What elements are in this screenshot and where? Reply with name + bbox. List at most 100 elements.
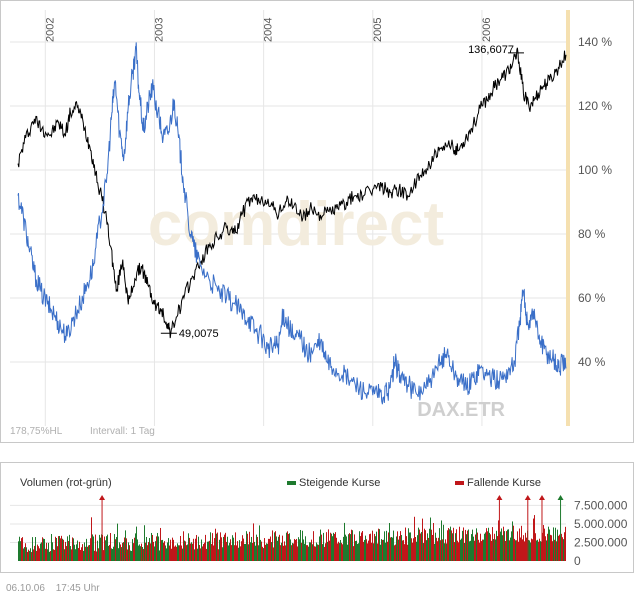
volume-bar bbox=[423, 543, 424, 561]
volume-bar bbox=[278, 536, 279, 561]
volume-bar bbox=[437, 541, 438, 561]
volume-bar bbox=[381, 539, 382, 561]
volume-bar bbox=[496, 530, 497, 561]
volume-bar bbox=[448, 528, 449, 561]
volume-bar bbox=[125, 530, 126, 561]
footer-date: 06.10.06 bbox=[6, 583, 45, 594]
volume-bar bbox=[197, 548, 198, 561]
volume-bar bbox=[459, 526, 460, 561]
volume-bar bbox=[378, 528, 379, 561]
volume-bar bbox=[313, 531, 314, 561]
volume-bar bbox=[355, 540, 356, 561]
volume-bar bbox=[508, 529, 509, 561]
volume-bar bbox=[394, 545, 395, 561]
volume-bar bbox=[519, 528, 520, 561]
volume-bar bbox=[62, 538, 63, 561]
volume-bar bbox=[442, 539, 443, 561]
volume-bar bbox=[273, 547, 274, 561]
volume-bar bbox=[512, 521, 513, 561]
volume-bar bbox=[260, 539, 261, 561]
volume-bar bbox=[282, 535, 283, 561]
volume-bar bbox=[480, 533, 481, 561]
volume-bar bbox=[337, 543, 338, 561]
volume-bar bbox=[553, 527, 554, 561]
volume-spike-arrow bbox=[99, 495, 106, 500]
footer-time: 17:45 Uhr bbox=[55, 583, 100, 594]
volume-bar bbox=[281, 542, 282, 561]
volume-bar bbox=[330, 532, 331, 561]
volume-bar bbox=[228, 545, 229, 561]
volume-bar bbox=[121, 547, 122, 561]
volume-bar bbox=[327, 541, 328, 561]
volume-bar bbox=[256, 534, 257, 561]
volume-bar bbox=[277, 540, 278, 561]
volume-bar bbox=[232, 535, 233, 561]
volume-bar bbox=[388, 532, 389, 561]
volume-bar bbox=[283, 545, 284, 561]
current-day-marker bbox=[566, 10, 570, 426]
volume-bar bbox=[465, 529, 466, 561]
volume-bar bbox=[280, 545, 281, 561]
volume-bar bbox=[403, 540, 404, 561]
volume-bar bbox=[401, 535, 402, 561]
volume-bar bbox=[565, 526, 566, 561]
volume-bar bbox=[189, 537, 190, 561]
volume-bar bbox=[137, 539, 138, 561]
volume-bar bbox=[223, 536, 224, 561]
volume-bar bbox=[69, 534, 70, 561]
volume-bar bbox=[400, 531, 401, 561]
volume-bar bbox=[516, 540, 517, 561]
volume-bar bbox=[535, 533, 536, 561]
volume-bar bbox=[475, 534, 476, 561]
volume-bar bbox=[89, 544, 90, 561]
volume-bar bbox=[467, 530, 468, 561]
volume-bar bbox=[238, 547, 239, 561]
volume-bar bbox=[497, 536, 498, 561]
volume-bar bbox=[392, 537, 393, 561]
volume-bar bbox=[511, 531, 512, 561]
volume-bar bbox=[554, 539, 555, 561]
volume-y-tick-label: 7.500.000 bbox=[574, 498, 628, 512]
volume-bar bbox=[312, 544, 313, 561]
volume-bar bbox=[233, 537, 234, 561]
volume-bar bbox=[376, 531, 377, 561]
volume-bar bbox=[139, 544, 140, 561]
volume-bar bbox=[33, 549, 34, 561]
volume-bar bbox=[244, 543, 245, 561]
volume-bar bbox=[416, 541, 417, 561]
volume-bar bbox=[485, 532, 486, 561]
series-line bbox=[17, 42, 567, 405]
volume-y-tick-label: 0 bbox=[574, 554, 581, 568]
volume-bar bbox=[456, 529, 457, 561]
volume-bar bbox=[18, 541, 19, 561]
volume-bar bbox=[66, 546, 67, 561]
volume-bar bbox=[339, 543, 340, 561]
volume-bar bbox=[204, 542, 205, 561]
volume-bar bbox=[410, 532, 411, 561]
volume-bar bbox=[546, 540, 547, 561]
volume-bar bbox=[88, 545, 89, 561]
y-tick-label: 60 % bbox=[578, 291, 606, 305]
legend-down-swatch bbox=[455, 481, 464, 485]
volume-bar bbox=[191, 542, 192, 561]
volume-bar bbox=[319, 536, 320, 561]
volume-bar bbox=[59, 535, 60, 561]
y-tick-label: 100 % bbox=[578, 163, 612, 177]
volume-bar bbox=[123, 542, 124, 561]
volume-bar bbox=[397, 531, 398, 561]
volume-bar bbox=[195, 538, 196, 561]
volume-bar bbox=[346, 536, 347, 561]
volume-bar bbox=[100, 537, 101, 561]
volume-bar bbox=[538, 541, 539, 561]
volume-bar bbox=[555, 527, 556, 561]
volume-bar bbox=[387, 541, 388, 561]
volume-bar bbox=[405, 527, 406, 561]
volume-bar bbox=[488, 527, 489, 561]
volume-bar bbox=[528, 539, 529, 561]
volume-bar bbox=[309, 542, 310, 561]
volume-bar bbox=[345, 534, 346, 561]
volume-bar bbox=[349, 533, 350, 561]
volume-bar bbox=[65, 541, 66, 561]
volume-bar bbox=[30, 548, 31, 561]
volume-bar bbox=[92, 534, 93, 561]
